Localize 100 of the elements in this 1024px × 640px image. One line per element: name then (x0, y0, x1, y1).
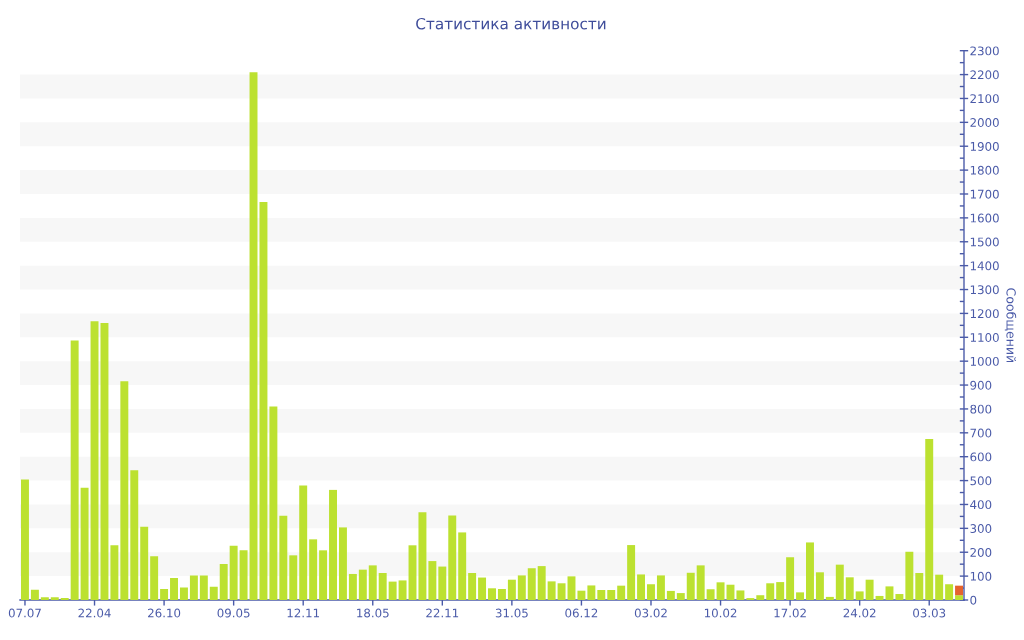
y-tick-label: 2200 (970, 70, 999, 80)
bar (30, 589, 39, 600)
y-tick-label: 300 (970, 524, 992, 534)
bar (776, 582, 785, 600)
bar (239, 550, 248, 600)
x-tick-label: 10.02 (704, 608, 737, 618)
bar (80, 487, 89, 600)
x-tick-label: 22.04 (78, 608, 111, 618)
bar (627, 545, 636, 600)
y-tick-label: 2000 (970, 118, 999, 127)
y-tick-label: 500 (970, 476, 992, 486)
y-axis-title: Сообщений (1004, 288, 1017, 363)
bar (219, 563, 228, 600)
bar (945, 584, 954, 600)
y-tick-label: 700 (970, 428, 992, 438)
bar (696, 565, 705, 600)
bar (259, 201, 268, 600)
bar (756, 595, 765, 600)
bar (706, 589, 715, 600)
bar (170, 578, 178, 600)
bar (160, 589, 169, 600)
bar (786, 557, 795, 600)
bar (895, 594, 904, 600)
bar (557, 583, 566, 600)
bar (915, 573, 924, 600)
y-tick-label: 1100 (970, 333, 999, 342)
bar (845, 577, 854, 600)
bar (686, 572, 695, 600)
y-tick-label: 100 (970, 571, 992, 581)
bar (438, 566, 447, 600)
x-tick-label: 07.07 (8, 608, 41, 618)
bar (537, 566, 546, 600)
bar (398, 580, 407, 600)
bar (189, 575, 198, 600)
bar (199, 575, 208, 600)
y-tick-label: 2300 (970, 46, 999, 56)
x-tick-label: 31.05 (495, 608, 528, 618)
bar (358, 569, 367, 600)
bar (935, 574, 944, 600)
bar (279, 515, 288, 600)
x-tick-label: 18.05 (357, 608, 389, 618)
bar (547, 581, 556, 600)
x-tick-label: 09.05 (217, 608, 250, 618)
bar (517, 575, 526, 600)
bar (666, 590, 675, 600)
bar (865, 579, 874, 600)
bar (209, 586, 218, 600)
bar (577, 590, 586, 600)
bar (418, 512, 427, 600)
bar (70, 340, 79, 600)
bar (617, 585, 626, 600)
x-tick-label: 12.11 (287, 608, 320, 618)
x-tick-label: 03.03 (913, 608, 946, 618)
bar (597, 589, 606, 600)
bar (368, 565, 377, 600)
bar (299, 485, 308, 600)
bar (140, 526, 149, 600)
x-tick-label: 06.12 (565, 608, 598, 618)
bar (647, 584, 655, 600)
bar (20, 479, 29, 600)
bar (179, 587, 188, 600)
bar (507, 579, 516, 600)
bar (448, 515, 457, 600)
x-tick-label: 24.02 (843, 608, 876, 618)
y-tick-label: 1300 (970, 285, 999, 295)
bar (348, 573, 357, 600)
bar (806, 542, 814, 600)
y-tick-label: 1900 (970, 141, 999, 151)
bar (587, 585, 596, 600)
bar (835, 564, 844, 600)
x-tick-label: 26.10 (148, 608, 181, 618)
bar (319, 550, 328, 600)
y-tick-label: 0 (970, 595, 977, 605)
bar (40, 597, 49, 600)
bar (120, 381, 129, 600)
bar (468, 573, 477, 600)
bar (905, 551, 914, 600)
bar (825, 596, 834, 600)
bar (676, 593, 685, 600)
bar (955, 585, 964, 596)
bar (130, 470, 139, 600)
y-tick-label: 1200 (970, 309, 999, 319)
y-tick-label: 800 (970, 404, 992, 414)
y-tick-label: 400 (970, 500, 992, 510)
bar (855, 591, 864, 600)
bar (488, 588, 496, 600)
bar (110, 545, 119, 600)
bar (656, 575, 665, 600)
chart-title: Статистика активности (416, 17, 606, 30)
bar (378, 573, 387, 600)
bar (229, 545, 238, 600)
bar (815, 572, 824, 600)
x-tick-label: 17.02 (774, 608, 806, 618)
bar (955, 595, 964, 600)
bar (478, 577, 487, 600)
bar (338, 527, 347, 600)
bar (716, 582, 725, 600)
bar (637, 574, 646, 600)
bar (925, 439, 934, 600)
bar (527, 568, 536, 600)
